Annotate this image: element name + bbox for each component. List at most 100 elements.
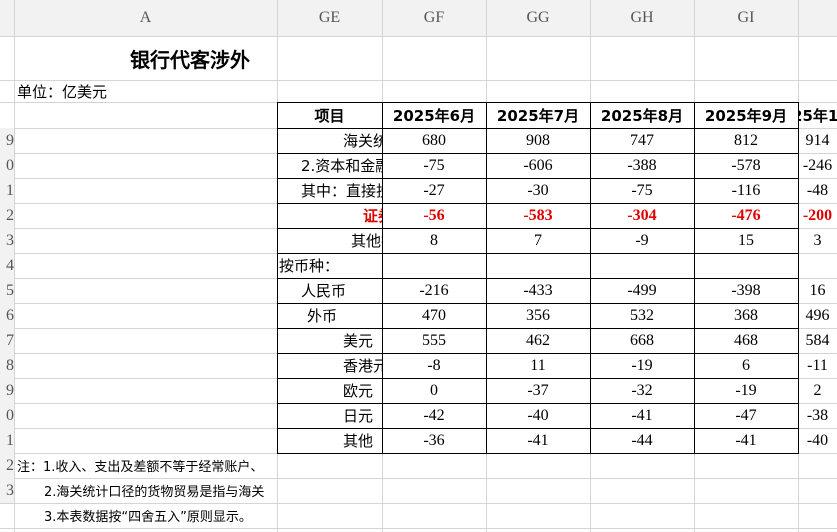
- cell-value: -40: [527, 406, 549, 424]
- cell-value: -11: [807, 356, 828, 374]
- cell-value: -37: [527, 381, 549, 399]
- cell-value: 8: [430, 231, 438, 249]
- cell-value: -433: [523, 281, 553, 299]
- row-label: 人民币: [301, 282, 347, 300]
- cell-value: -47: [735, 406, 757, 424]
- row-label: 其中：直接投资: [301, 182, 382, 200]
- table-border: [277, 228, 798, 229]
- table-header: 2025年8月: [600, 106, 684, 125]
- cell-value: 908: [526, 131, 550, 149]
- cell-value: 0: [430, 381, 438, 399]
- table-border: [277, 253, 798, 254]
- row-label: 其他投资: [351, 232, 382, 250]
- grid-line: [0, 503, 837, 504]
- table-border: [486, 102, 487, 454]
- column-header: GG: [526, 9, 550, 26]
- table-border: [277, 428, 798, 429]
- cell-value: -583: [523, 206, 553, 224]
- row-number: 0: [0, 153, 14, 178]
- column-header: GH: [630, 9, 654, 26]
- grid-line: [0, 528, 837, 529]
- cell-value: -41: [631, 406, 653, 424]
- row-number: 1: [0, 428, 14, 453]
- cell-value: -40: [806, 431, 829, 449]
- row-number: 3: [0, 228, 14, 253]
- cell-value: 368: [734, 306, 758, 324]
- table-border: [382, 102, 383, 454]
- cell-value: -42: [423, 406, 445, 424]
- row-number: 1: [0, 178, 14, 203]
- cell-value: -32: [631, 381, 653, 399]
- column-header: GE: [318, 9, 341, 26]
- cell-value: -44: [631, 431, 653, 449]
- note: 2.海关统计口径的货物贸易是指与海关: [44, 485, 265, 500]
- column-header: GI: [737, 9, 755, 26]
- row-label: 美元: [343, 332, 374, 350]
- cell-value: 468: [734, 331, 758, 349]
- table-header: 2025年10月: [798, 106, 837, 125]
- cell-value: -398: [731, 281, 761, 299]
- cell-value: -388: [627, 156, 657, 174]
- cell-value: -41: [527, 431, 549, 449]
- row-number: 0: [0, 403, 14, 428]
- column-header-bar: [0, 0, 837, 36]
- cell-value: 462: [526, 331, 550, 349]
- cell-value: 470: [422, 306, 446, 324]
- row-number: 6: [0, 303, 14, 328]
- grid-line: [14, 0, 15, 532]
- cell-value: -27: [423, 181, 445, 199]
- cell-value: -304: [627, 206, 657, 224]
- cell-value: -19: [631, 356, 653, 374]
- row-number: 5: [0, 278, 14, 303]
- table-border: [277, 303, 798, 304]
- cell-value: -9: [635, 231, 649, 249]
- cell-value: -578: [731, 156, 761, 174]
- cell-value: 356: [526, 306, 550, 324]
- row-label: 香港元: [343, 357, 382, 375]
- row-label: 欧元: [343, 382, 374, 400]
- row-label: 海关统计口径的货物贸易: [343, 132, 382, 150]
- cell-value: -116: [731, 181, 761, 199]
- table-header: 2025年7月: [496, 106, 580, 125]
- grid-line: [0, 36, 837, 37]
- row-label: 日元: [343, 407, 374, 425]
- column-header: GF: [423, 9, 445, 26]
- cell-value: -606: [523, 156, 553, 174]
- cell-value: 2: [813, 381, 822, 399]
- cell-value: -36: [423, 431, 445, 449]
- cell-value: 914: [805, 131, 830, 149]
- grid-line: [0, 80, 837, 81]
- table-border: [277, 378, 798, 379]
- table-border: [277, 102, 278, 454]
- cell-value: 7: [534, 231, 542, 249]
- table-header: 2025年9月: [704, 106, 788, 125]
- table-border: [277, 353, 798, 354]
- row-label: 证券投资: [363, 207, 382, 225]
- row-number: 3: [0, 478, 14, 503]
- cell-value: -200: [802, 206, 833, 224]
- cell-value: 11: [530, 356, 546, 374]
- cell-value: -41: [735, 431, 757, 449]
- cell-value: 668: [630, 331, 654, 349]
- grid-line: [0, 478, 837, 479]
- cell-value: -246: [802, 156, 833, 174]
- cell-value: -75: [423, 156, 445, 174]
- cell-value: 555: [422, 331, 446, 349]
- cell-value: -8: [427, 356, 441, 374]
- cell-value: 584: [805, 331, 830, 349]
- cell-value: -476: [731, 206, 761, 224]
- cell-value: 6: [742, 356, 750, 374]
- cell-value: 15: [738, 231, 754, 249]
- cell-value: 680: [422, 131, 446, 149]
- table-border: [798, 102, 799, 454]
- note: 3.本表数据按“四舍五入”原则显示。: [44, 510, 252, 525]
- table-border: [277, 153, 798, 154]
- cell-value: -216: [419, 281, 449, 299]
- table-border: [694, 102, 695, 454]
- cell-value: -499: [627, 281, 657, 299]
- cell-value: -75: [631, 181, 653, 199]
- cell-value: 812: [734, 131, 758, 149]
- row-number: 4: [0, 253, 14, 278]
- table-border: [277, 403, 798, 404]
